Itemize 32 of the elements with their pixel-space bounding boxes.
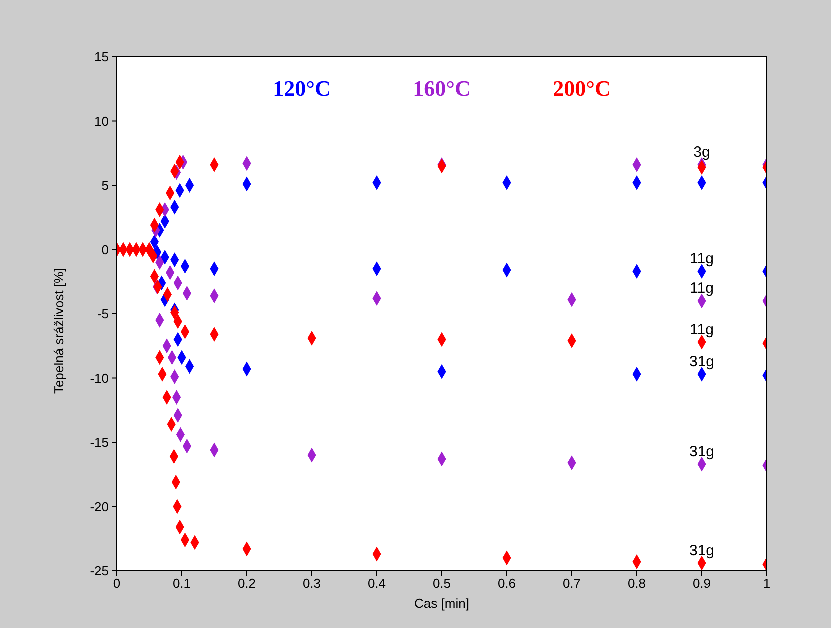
- series-label: 11g: [690, 250, 714, 268]
- y-tick-label: 10: [94, 114, 109, 129]
- y-tick-label: -15: [90, 435, 109, 450]
- y-tick-label: 5: [102, 178, 109, 194]
- series-label: 31g: [689, 443, 715, 460]
- annotation: 200°C: [553, 76, 611, 101]
- x-tick-label: 0.5: [432, 576, 452, 592]
- series-label: 11g: [690, 321, 714, 338]
- x-tick-label: 0: [113, 576, 121, 592]
- series-label: 11g: [690, 280, 714, 298]
- x-tick-label: 0.4: [368, 576, 386, 592]
- x-tick-label: 0.9: [692, 576, 712, 592]
- x-tick-label: 0.8: [628, 576, 646, 592]
- x-tick-label: 0.1: [172, 576, 192, 592]
- x-tick-label: 1: [763, 576, 771, 592]
- x-tick-label: 0.2: [238, 576, 256, 592]
- y-tick-label: -25: [90, 564, 109, 579]
- y-tick-label: -20: [90, 499, 109, 514]
- y-axis-title: Tepelná srážlivost [%]: [52, 268, 67, 394]
- series-label: 3g: [694, 144, 710, 161]
- y-tick-label: -10: [90, 370, 109, 386]
- y-tick-label: 15: [94, 50, 109, 65]
- x-axis-title: Cas [min]: [414, 596, 470, 611]
- series-label: 31g: [689, 542, 715, 560]
- x-tick-label: 0.7: [562, 576, 582, 592]
- series-label: 31g: [689, 353, 715, 370]
- x-tick-label: 0.3: [302, 576, 322, 592]
- x-tick-label: 0.6: [498, 576, 516, 592]
- annotation: 120°C: [273, 76, 331, 101]
- y-tick-label: 0: [102, 242, 109, 258]
- y-tick-label: -5: [97, 306, 109, 322]
- annotation: 160°C: [413, 76, 471, 101]
